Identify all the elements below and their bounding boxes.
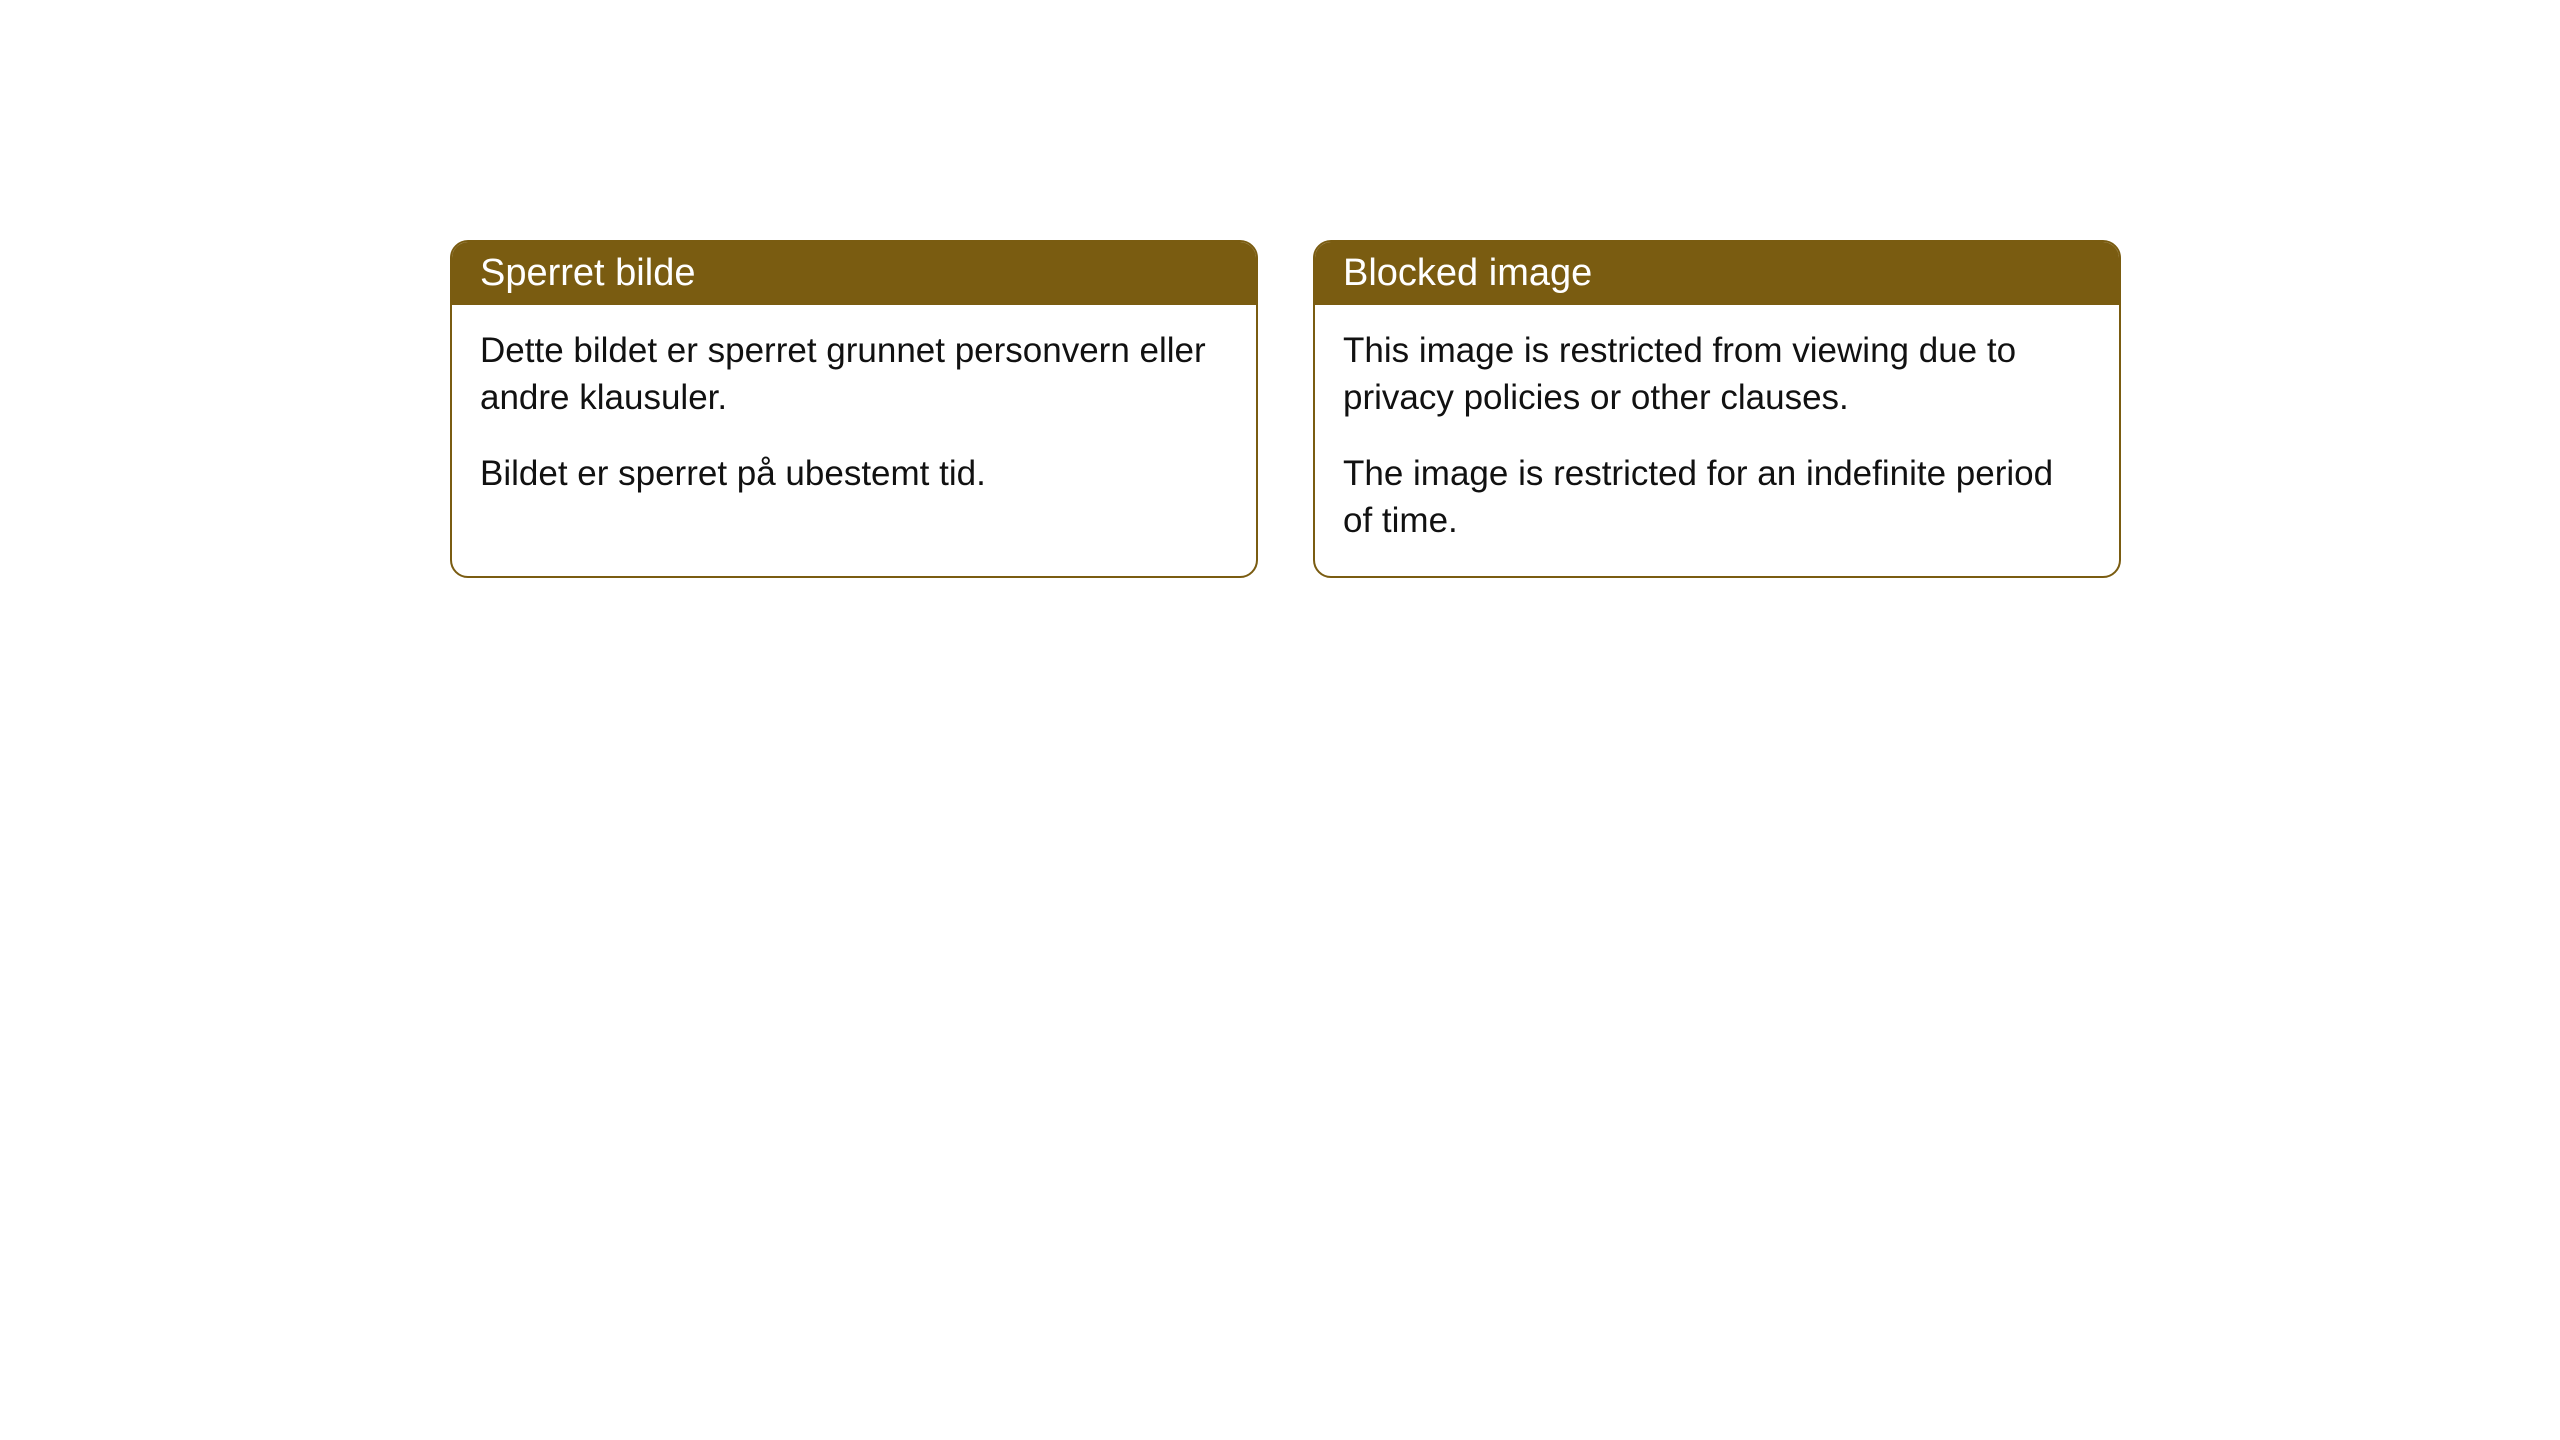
card-body: Dette bildet er sperret grunnet personve… [452, 305, 1256, 529]
notice-cards-container: Sperret bilde Dette bildet er sperret gr… [450, 240, 2121, 578]
card-title: Blocked image [1343, 252, 1592, 294]
card-paragraph: Bildet er sperret på ubestemt tid. [480, 450, 1228, 497]
card-title: Sperret bilde [480, 252, 695, 294]
notice-card-norwegian: Sperret bilde Dette bildet er sperret gr… [450, 240, 1258, 578]
notice-card-english: Blocked image This image is restricted f… [1313, 240, 2121, 578]
card-header: Sperret bilde [452, 242, 1256, 305]
card-paragraph: This image is restricted from viewing du… [1343, 327, 2091, 422]
card-body: This image is restricted from viewing du… [1315, 305, 2119, 576]
card-paragraph: Dette bildet er sperret grunnet personve… [480, 327, 1228, 422]
card-paragraph: The image is restricted for an indefinit… [1343, 450, 2091, 545]
card-header: Blocked image [1315, 242, 2119, 305]
